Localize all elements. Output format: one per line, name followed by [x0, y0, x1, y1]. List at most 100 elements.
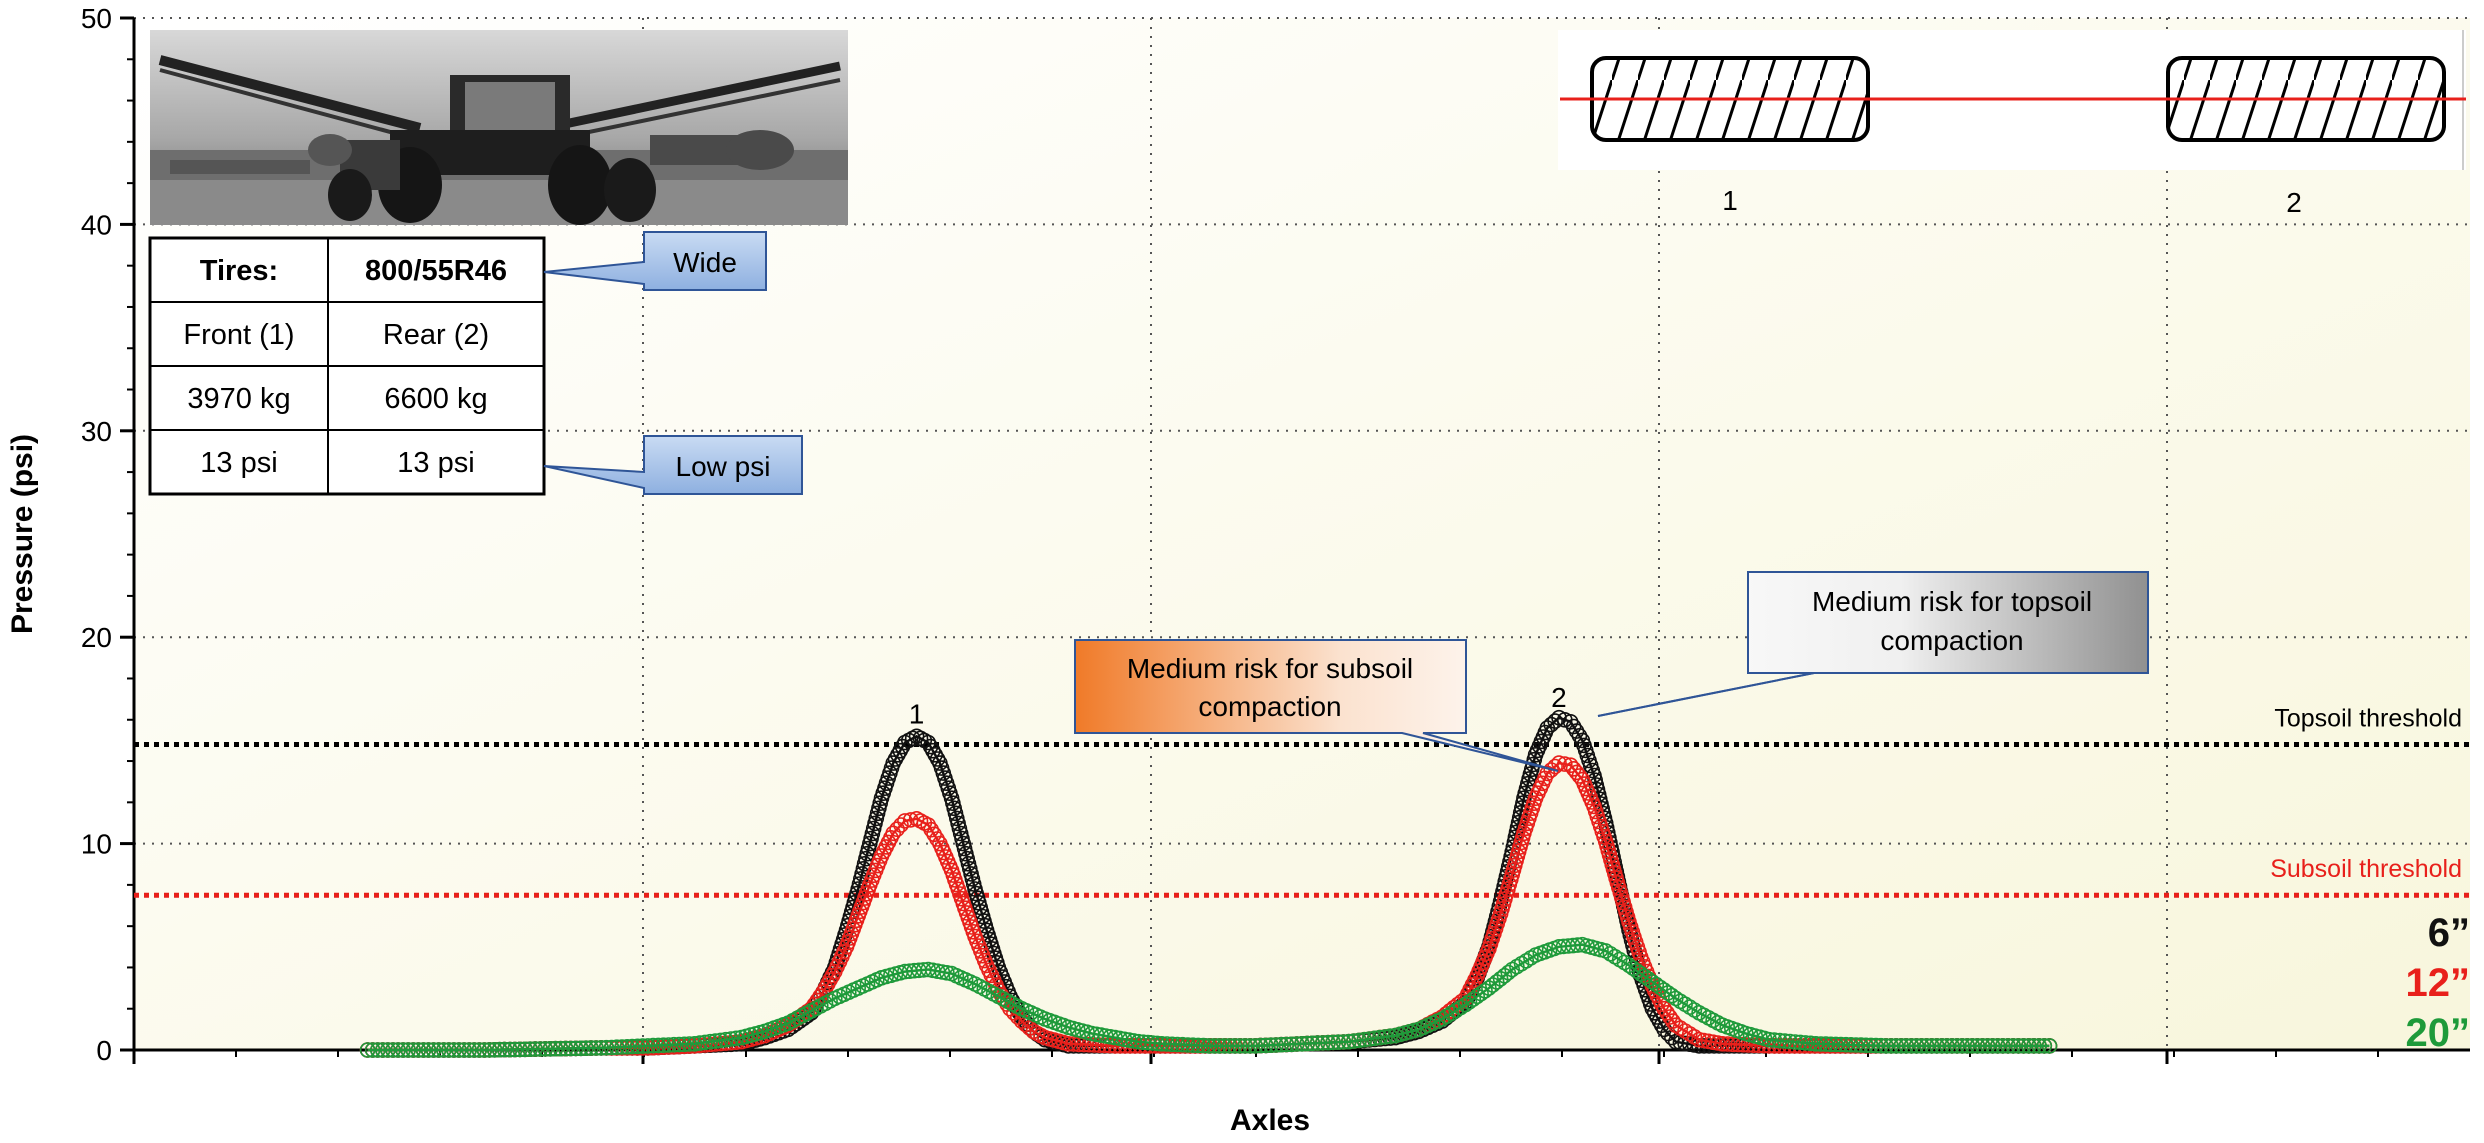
data-point: [1268, 1037, 1284, 1053]
data-point: [1154, 1036, 1170, 1052]
data-point: [1903, 1038, 1920, 1054]
data-point: [1974, 1038, 1991, 1054]
data-point: [2021, 1038, 2037, 1054]
data-point: [1766, 1032, 1783, 1048]
data-point: [1465, 991, 1482, 1007]
data-point: [1929, 1038, 1945, 1054]
data-point: [476, 1042, 493, 1058]
data-point: [1662, 1009, 1678, 1025]
data-point: [1954, 1038, 1970, 1054]
legend-entry: 20”: [2406, 1011, 2471, 1055]
data-point: [1557, 756, 1573, 772]
data-point: [822, 971, 838, 988]
data-point: [1858, 1037, 1874, 1054]
data-point: [929, 831, 945, 847]
data-point: [1159, 1036, 1175, 1052]
data-point: [1787, 1034, 1803, 1050]
data-point: [1632, 965, 1649, 982]
data-point: [557, 1040, 574, 1057]
data-point: [1200, 1038, 1217, 1054]
data-point: [2015, 1038, 2032, 1054]
data-point: [1984, 1038, 2001, 1054]
data-point: [671, 1036, 687, 1053]
data-point: [1782, 1033, 1798, 1050]
data-point: [912, 813, 929, 829]
data-point: [481, 1042, 498, 1058]
y-tick-label: 0: [96, 1035, 112, 1066]
data-point: [588, 1040, 604, 1056]
data-point: [532, 1041, 549, 1057]
data-point: [1289, 1036, 1305, 1052]
data-point: [573, 1040, 589, 1057]
data-point: [1263, 1037, 1279, 1053]
data-point: [425, 1042, 442, 1058]
data-point: [1949, 1038, 1965, 1054]
data-point: [471, 1042, 488, 1058]
data-point: [1898, 1038, 1915, 1054]
data-point: [1989, 1038, 2006, 1054]
data-point: [1621, 957, 1637, 974]
data-point: [359, 1042, 376, 1058]
data-point: [1771, 1032, 1788, 1049]
data-point: [1648, 976, 1665, 993]
data-point: [1273, 1036, 1289, 1053]
y-tick-label: 30: [81, 416, 112, 447]
data-point: [446, 1042, 462, 1058]
data-point: [390, 1042, 406, 1058]
data-point: [1257, 1037, 1274, 1054]
low-psi-callout: Low psi: [543, 435, 803, 495]
data-point: [1174, 1036, 1191, 1053]
data-point: [1616, 954, 1633, 971]
data-point: [1625, 960, 1641, 976]
data-point: [517, 1041, 533, 1058]
axle-labels: 12: [909, 682, 1567, 730]
y-tick-label: 10: [81, 829, 112, 860]
tire-table-cell: Rear (2): [383, 319, 489, 351]
data-point: [395, 1042, 411, 1058]
data-point: [441, 1042, 457, 1058]
data-point: [676, 1036, 693, 1053]
data-point: [1838, 1036, 1854, 1053]
data-point: [1377, 1029, 1393, 1045]
data-point: [1792, 1034, 1809, 1051]
data-point: [1863, 1037, 1879, 1054]
data-point: [1356, 1031, 1373, 1048]
topsoil-risk-callout: Medium risk for topsoil compaction: [1597, 571, 2149, 717]
data-point: [456, 1042, 472, 1058]
data-point: [1335, 1034, 1352, 1050]
data-point: [1081, 1036, 1097, 1053]
data-point: [1366, 1030, 1383, 1047]
data-point: [702, 1033, 719, 1050]
data-point: [666, 1036, 682, 1053]
data-point: [1682, 999, 1698, 1015]
tire-table-cell: Front (1): [183, 319, 294, 351]
series-2: [359, 936, 2058, 1058]
data-point: [889, 821, 905, 838]
data-point: [1294, 1036, 1310, 1052]
data-point: [1149, 1035, 1165, 1052]
data-point: [1206, 1038, 1222, 1054]
tire-table-cell: Tires:: [200, 255, 278, 287]
data-point: [415, 1042, 432, 1058]
data-point: [501, 1041, 518, 1058]
data-point: [1873, 1037, 1889, 1054]
data-point: [1979, 1038, 1996, 1054]
data-point: [1878, 1038, 1894, 1054]
x-axis-label: Axles: [1230, 1104, 1310, 1137]
axle-label: 2: [1551, 682, 1567, 713]
legend-entry: 6”: [2428, 911, 2470, 955]
data-point: [1843, 1037, 1859, 1053]
tire-table: Tires: 800/55R46 Front (1) Rear (2) 3970 kg 6…: [148, 236, 546, 496]
data-point: [634, 1038, 651, 1054]
subsoil-risk-text-line1: Medium risk for subsoil: [1127, 653, 1413, 684]
tire-diagram: 1 2: [1558, 30, 2466, 218]
data-point: [1656, 982, 1672, 998]
wide-callout-text: Wide: [673, 247, 737, 278]
data-point: [885, 825, 902, 842]
data-point: [1547, 713, 1563, 729]
data-point: [1802, 1035, 1819, 1052]
tire-label-rear: 2: [2286, 187, 2302, 218]
data-point: [1547, 758, 1563, 775]
data-point: [1652, 979, 1668, 996]
threshold-label: Subsoil threshold: [2270, 855, 2462, 883]
